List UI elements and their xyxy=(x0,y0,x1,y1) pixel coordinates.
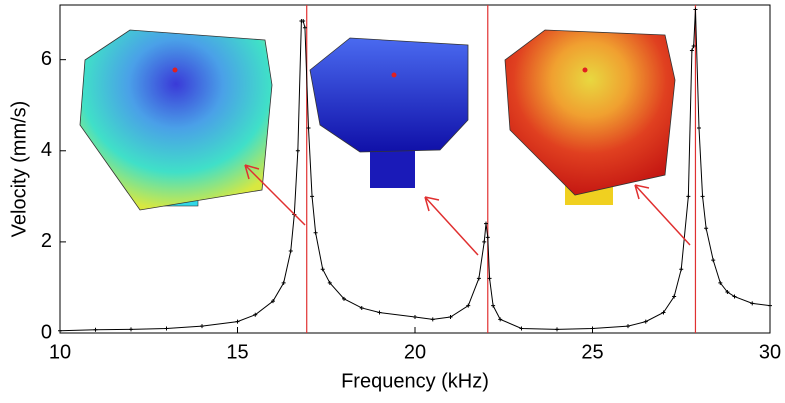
point-marker xyxy=(711,258,716,263)
point-marker xyxy=(725,290,730,294)
point-marker xyxy=(491,303,496,308)
point-marker xyxy=(466,303,471,308)
point-marker xyxy=(693,7,698,12)
point-marker xyxy=(301,18,306,23)
point-marker xyxy=(342,296,346,301)
point-marker xyxy=(288,249,293,253)
arrows xyxy=(244,164,691,256)
point-marker xyxy=(718,280,723,285)
point-marker xyxy=(310,194,315,199)
point-marker xyxy=(235,319,240,324)
point-marker xyxy=(485,235,490,240)
point-marker xyxy=(768,303,772,308)
y-tick-label: 0 xyxy=(41,321,52,343)
point-marker xyxy=(626,324,630,329)
data-layer xyxy=(58,5,772,333)
point-marker xyxy=(306,126,311,130)
point-marker xyxy=(200,324,204,329)
point-marker xyxy=(327,280,332,285)
point-marker xyxy=(129,327,133,332)
x-tick-label: 15 xyxy=(226,341,248,363)
point-marker xyxy=(700,194,705,199)
x-tick-label: 10 xyxy=(49,341,71,363)
x-tick-label: 30 xyxy=(759,341,781,363)
point-marker xyxy=(484,221,488,226)
point-marker xyxy=(661,310,666,315)
point-marker xyxy=(295,148,300,153)
point-marker xyxy=(476,276,481,281)
point-marker xyxy=(302,25,307,30)
point-marker xyxy=(164,326,169,331)
point-marker xyxy=(704,226,709,231)
point-marker xyxy=(697,126,701,130)
point-marker xyxy=(93,327,98,332)
point-marker xyxy=(555,327,559,332)
point-marker xyxy=(271,299,275,304)
point-marker xyxy=(487,276,492,281)
point-marker xyxy=(430,317,435,322)
point-marker xyxy=(281,280,286,285)
point-marker xyxy=(750,301,755,306)
point-marker xyxy=(482,239,487,244)
point-marker xyxy=(691,44,696,48)
y-tick-label: 6 xyxy=(41,48,52,70)
point-marker xyxy=(732,294,737,299)
y-tick-label: 4 xyxy=(41,139,52,161)
point-marker xyxy=(377,310,382,315)
point-marker xyxy=(253,312,258,317)
point-marker xyxy=(413,315,417,320)
x-axis-label: Frequency (kHz) xyxy=(341,370,489,392)
inset-mode-2 xyxy=(309,37,469,188)
x-tick-label: 25 xyxy=(581,341,603,363)
inset-mode-1 xyxy=(79,29,273,211)
point-marker xyxy=(313,230,318,235)
y-tick-label: 2 xyxy=(41,230,52,252)
x-tick-label: 20 xyxy=(404,341,426,363)
point-marker xyxy=(519,326,524,331)
point-marker xyxy=(686,194,691,199)
point-marker xyxy=(672,294,677,299)
point-marker xyxy=(448,315,453,320)
point-marker xyxy=(679,267,684,272)
point-marker xyxy=(643,319,648,324)
inset-mode-3 xyxy=(504,29,676,205)
point-marker xyxy=(689,48,694,53)
point-marker xyxy=(498,317,503,322)
y-axis-label: Velocity (mm/s) xyxy=(8,101,30,238)
point-marker xyxy=(320,267,325,272)
point-marker xyxy=(359,305,364,310)
